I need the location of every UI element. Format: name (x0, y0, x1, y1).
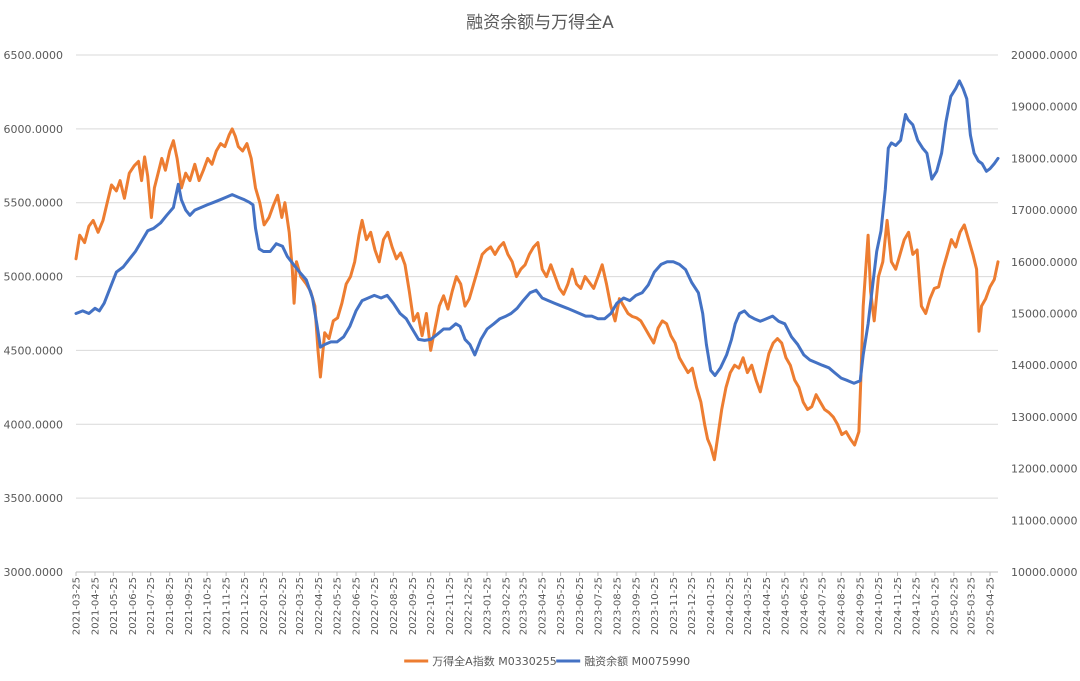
legend-label: 万得全A指数 M0330255 (432, 654, 557, 668)
x-tick-label: 2023-09-25 (631, 577, 642, 635)
right-y-tick-label: 18000.0000 (1011, 152, 1077, 165)
right-y-tick-label: 14000.0000 (1011, 359, 1077, 372)
x-tick-label: 2024-08-25 (837, 577, 848, 635)
x-tick-label: 2023-10-25 (650, 577, 661, 635)
x-tick-label: 2023-06-25 (575, 577, 586, 635)
x-tick-label: 2022-01-25 (259, 577, 270, 635)
x-tick-label: 2022-12-25 (464, 577, 475, 635)
x-tick-label: 2022-09-25 (408, 577, 419, 635)
x-tick-label: 2024-04-25 (762, 577, 773, 635)
left-y-tick-label: 5000.0000 (4, 271, 64, 284)
x-tick-label: 2021-08-25 (165, 577, 176, 635)
x-tick-label: 2024-10-25 (874, 577, 885, 635)
left-y-axis: 3000.0000 3500.0000 4000.0000 4500.0000 5000… (4, 49, 64, 579)
x-tick-label: 2024-06-25 (799, 577, 810, 635)
x-tick-label: 2021-12-25 (240, 577, 251, 635)
wind-a-index-line (74, 127, 1000, 462)
x-tick-label: 2024-12-25 (911, 577, 922, 635)
x-tick-label: 2023-03-25 (519, 577, 530, 635)
right-y-tick-label: 11000.0000 (1011, 514, 1077, 527)
x-tick-label: 2023-11-25 (669, 577, 680, 635)
x-tick-label: 2025-04-25 (986, 577, 997, 635)
x-tick-label: 2022-07-25 (370, 577, 381, 635)
x-tick-label: 2022-06-25 (351, 577, 362, 635)
left-y-tick-label: 4000.0000 (4, 418, 64, 431)
x-tick-label: 2022-05-25 (332, 577, 343, 635)
x-tick-label: 2022-11-25 (445, 577, 456, 635)
left-y-tick-label: 4500.0000 (4, 344, 64, 357)
x-tick-label: 2025-01-25 (930, 577, 941, 635)
x-tick-label: 2023-02-25 (502, 577, 513, 635)
left-y-tick-label: 3500.0000 (4, 492, 64, 505)
x-axis: 2021-03-25 2021-04-25 2021-05-25 2021-06-25… (72, 571, 998, 635)
right-y-tick-label: 13000.0000 (1011, 411, 1077, 424)
x-tick-label: 2022-08-25 (389, 577, 400, 635)
x-tick-label: 2021-11-25 (222, 577, 233, 635)
x-tick-label: 2021-07-25 (146, 577, 157, 635)
right-y-tick-label: 12000.0000 (1011, 463, 1077, 476)
x-tick-label: 2022-03-25 (295, 577, 306, 635)
right-y-tick-label: 10000.0000 (1011, 566, 1077, 579)
x-tick-label: 2024-07-25 (818, 577, 829, 635)
x-tick-label: 2022-10-25 (426, 577, 437, 635)
legend: 万得全A指数 M0330255 融资余额 M0075990 (404, 654, 690, 668)
x-tick-label: 2024-02-25 (725, 577, 736, 635)
x-tick-label: 2021-03-25 (72, 577, 83, 635)
right-y-tick-label: 16000.0000 (1011, 256, 1077, 269)
left-y-tick-label: 3000.0000 (4, 566, 64, 579)
left-y-tick-label: 5500.0000 (4, 197, 64, 210)
margin-balance-line (74, 79, 1000, 385)
gridlines (76, 54, 998, 573)
x-tick-label: 2024-03-25 (743, 577, 754, 635)
x-tick-label: 2023-01-25 (483, 577, 494, 635)
x-tick-label: 2021-06-25 (128, 577, 139, 635)
x-tick-label: 2025-03-25 (967, 577, 978, 635)
x-tick-label: 2023-07-25 (593, 577, 604, 635)
x-tick-label: 2025-02-25 (949, 577, 960, 635)
x-tick-label: 2024-01-25 (706, 577, 717, 635)
chart-title: 融资余额与万得全A (466, 13, 614, 33)
legend-label: 融资余额 M0075990 (584, 654, 690, 668)
x-tick-label: 2022-02-25 (278, 577, 289, 635)
right-y-tick-label: 17000.0000 (1011, 204, 1077, 217)
x-tick-label: 2024-11-25 (893, 577, 904, 635)
x-tick-label: 2023-12-25 (687, 577, 698, 635)
x-tick-label: 2024-05-25 (780, 577, 791, 635)
right-y-tick-label: 19000.0000 (1011, 101, 1077, 114)
right-y-tick-label: 20000.0000 (1011, 49, 1077, 62)
series-lines (74, 79, 1000, 462)
left-y-tick-label: 6500.0000 (4, 49, 64, 62)
x-tick-label: 2022-04-25 (314, 577, 325, 635)
x-tick-label: 2021-10-25 (203, 577, 214, 635)
x-tick-label: 2024-09-25 (856, 577, 867, 635)
x-tick-label: 2021-05-25 (109, 577, 120, 635)
right-y-axis: 10000.0000 11000.0000 12000.0000 13000.0000… (1011, 49, 1077, 579)
right-y-tick-label: 15000.0000 (1011, 308, 1077, 321)
left-y-tick-label: 6000.0000 (4, 123, 64, 136)
x-tick-label: 2023-08-25 (612, 577, 623, 635)
x-tick-label: 2021-04-25 (90, 577, 101, 635)
x-tick-label: 2021-09-25 (184, 577, 195, 635)
x-tick-label: 2023-04-25 (538, 577, 549, 635)
x-tick-label: 2023-05-25 (556, 577, 567, 635)
